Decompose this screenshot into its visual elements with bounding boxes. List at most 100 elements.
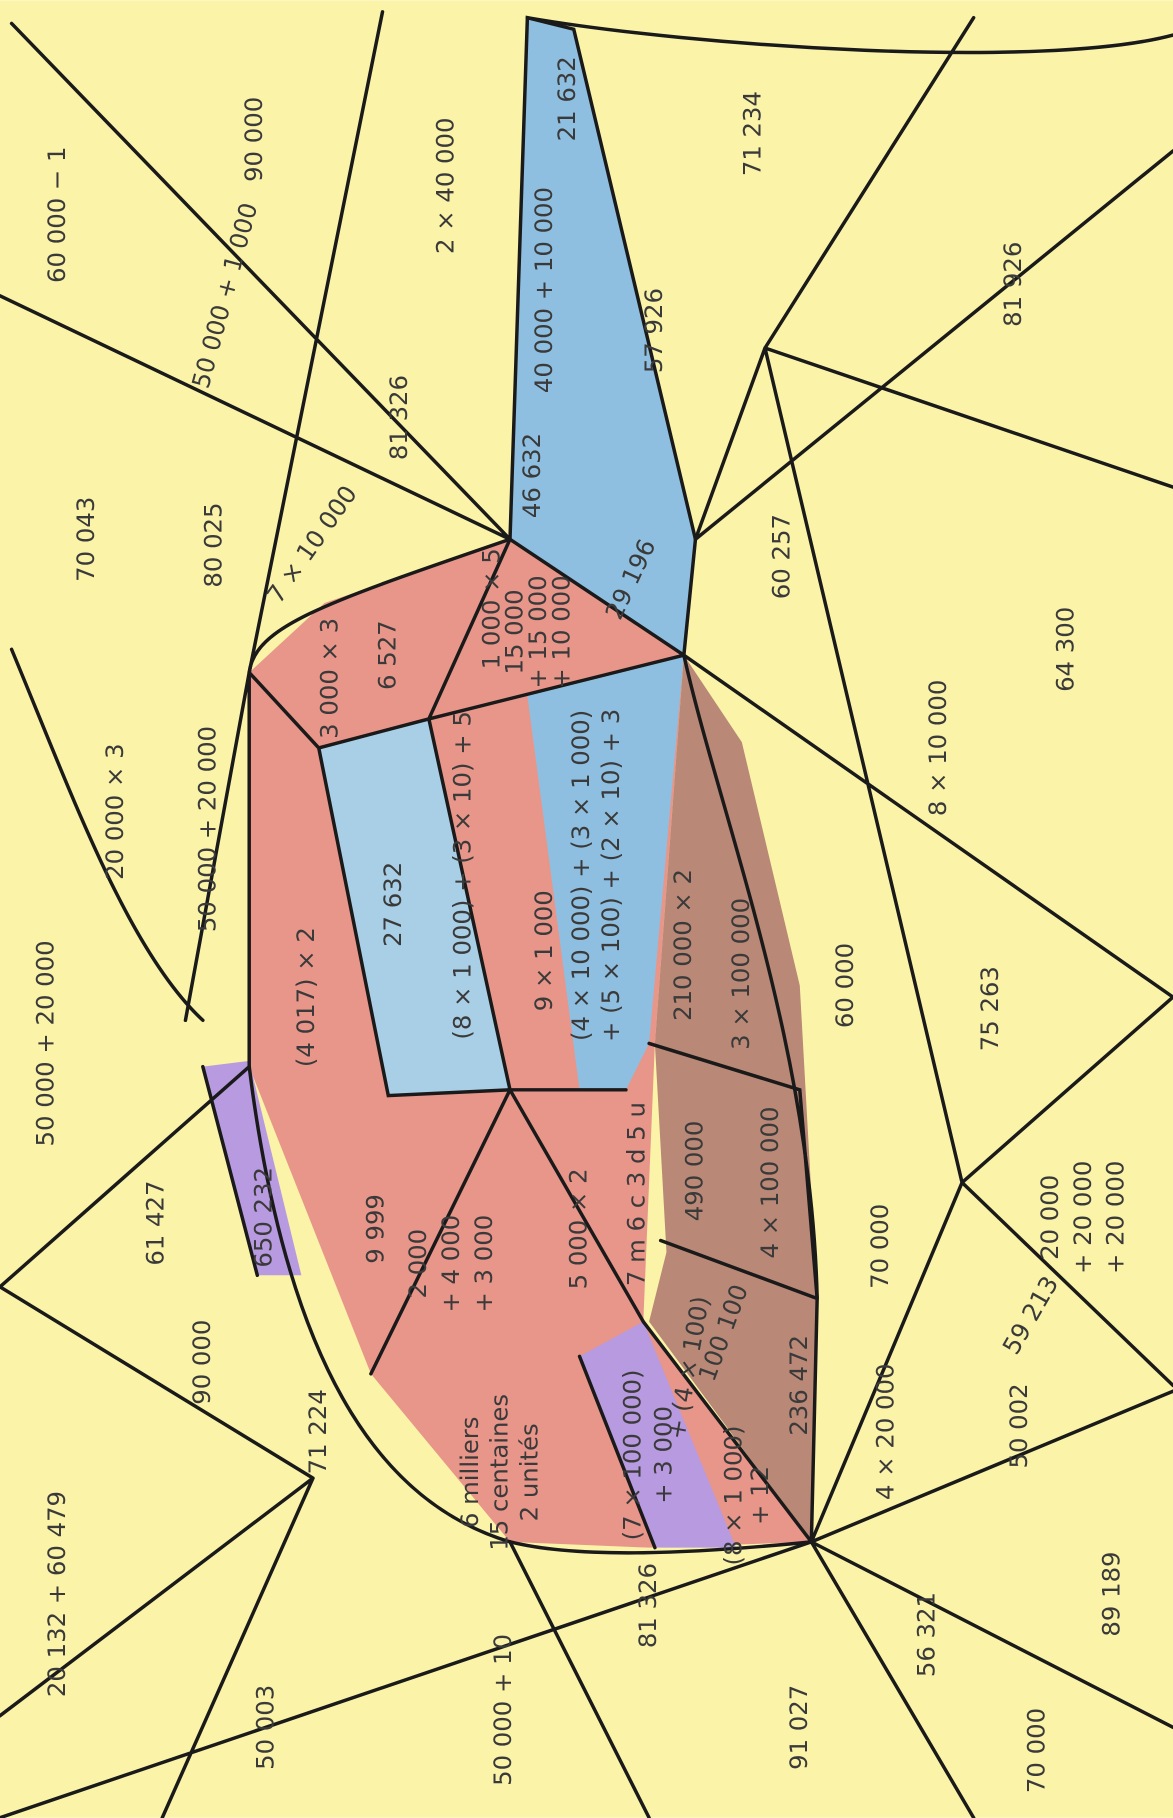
label-line: + 10 000 — [546, 575, 575, 688]
region-label: 50 000 + 20 000 — [30, 940, 59, 1146]
label-line: 70 043 — [71, 497, 100, 582]
label-line: 71 224 — [303, 1389, 332, 1474]
region-label: 71 234 — [737, 91, 766, 176]
region-label: 2 000+ 4 000+ 3 000 — [403, 1215, 498, 1313]
label-line: 60 000 − 1 — [42, 146, 71, 282]
region-label: 210 000 × 2 — [668, 869, 697, 1021]
label-line: 56 321 — [911, 1592, 940, 1677]
label-line: 8 × 10 000 — [923, 680, 952, 816]
label-line: 9 × 1 000 — [529, 890, 558, 1011]
region-label: 3 × 100 000 — [726, 898, 755, 1050]
region-label: 20 132 + 60 479 — [42, 1491, 71, 1697]
label-line: 75 263 — [975, 966, 1004, 1051]
region-label: 50 000 + 20 000 — [193, 726, 222, 932]
region-label: 236 472 — [784, 1335, 813, 1436]
region-label: 20 000+ 20 000+ 20 000 — [1035, 1161, 1130, 1274]
label-line: 5 000 × 2 — [564, 1168, 593, 1289]
label-line: 64 300 — [1050, 607, 1079, 692]
region-label: 61 427 — [140, 1181, 169, 1266]
label-line: + 20 000 — [1068, 1161, 1097, 1274]
label-line: 61 427 — [140, 1181, 169, 1266]
label-line: 50 003 — [251, 1685, 280, 1770]
region-label: 21 632 — [552, 56, 581, 141]
label-line: 70 000 — [1021, 1708, 1050, 1793]
region-label: 8 × 10 000 — [923, 680, 952, 816]
region-label: 71 224 — [303, 1389, 332, 1474]
region-label: 60 000 — [830, 943, 859, 1028]
label-line: 2 × 40 000 — [430, 117, 459, 253]
region-label: 4 × 20 000 — [871, 1364, 900, 1500]
label-line: (8 × 1 000) + (3 × 10) + 5 — [448, 711, 477, 1039]
label-line: + 4 000 — [436, 1215, 465, 1313]
label-line: 80 025 — [198, 502, 227, 587]
label-line: 50 000 + 20 000 — [30, 940, 59, 1146]
label-line: + (5 × 100) + (2 × 10) + 3 — [596, 709, 625, 1042]
label-line: 50 000 + 20 000 — [193, 726, 222, 932]
region-label: 9 × 1 000 — [529, 890, 558, 1011]
region-label: 60 000 − 1 — [42, 146, 71, 282]
region-label: 7 m 6 c 3 d 5 u — [622, 1102, 651, 1286]
label-line: 3 000 × 3 — [314, 618, 343, 739]
label-line: 81 926 — [998, 242, 1027, 327]
label-line: 91 027 — [784, 1685, 813, 1770]
label-line: 650 232 — [248, 1167, 277, 1268]
label-line: 236 472 — [784, 1335, 813, 1436]
region-label: 81 926 — [998, 242, 1027, 327]
label-line: 20 000 × 3 — [100, 743, 129, 879]
region-label: 90 000 — [187, 1320, 216, 1405]
coloring-page: 60 000 − 1 70 043 50 000 + 20 000 20 132 + … — [0, 0, 1173, 1818]
region-label: 15 000+ 15 000+ 10 000 — [500, 575, 576, 688]
region-label: 20 000 × 3 — [100, 743, 129, 879]
region-label: 80 025 — [198, 502, 227, 587]
label-line: 70 000 — [865, 1204, 894, 1289]
label-line: 21 632 — [552, 56, 581, 141]
region-label: 70 043 — [71, 497, 100, 582]
region-label: 3 000 × 3 — [314, 618, 343, 739]
region-label: 6 527 — [372, 620, 401, 690]
region-label: (4 017) × 2 — [291, 927, 320, 1067]
region-label: 5 000 × 2 — [564, 1168, 593, 1289]
label-line: 81 326 — [633, 1563, 662, 1648]
region-label: 50 000 + 10 — [488, 1634, 517, 1786]
label-line: 2 000 — [403, 1229, 432, 1299]
region-label: 4 × 100 000 — [755, 1107, 784, 1259]
region-label: 46 632 — [517, 433, 546, 518]
label-line: 50 002 — [1004, 1383, 1033, 1468]
label-line: 27 632 — [378, 862, 407, 947]
label-line: 210 000 × 2 — [668, 869, 697, 1021]
region-label: 56 321 — [911, 1592, 940, 1677]
region-label: 2 × 40 000 — [430, 117, 459, 253]
region-label: 50 002 — [1004, 1383, 1033, 1468]
label-line: 4 × 20 000 — [871, 1364, 900, 1500]
label-line: 81 326 — [384, 375, 413, 460]
label-line: + 3 000 — [469, 1215, 498, 1313]
region-label: (4 × 10 000) + (3 × 1 000)+ (5 × 100) + … — [566, 709, 625, 1042]
label-line: 2 unités — [514, 1423, 543, 1521]
label-line: 7 m 6 c 3 d 5 u — [622, 1102, 651, 1286]
label-line: 60 257 — [766, 514, 795, 599]
region-label: 490 000 — [679, 1121, 708, 1222]
label-line: 60 000 — [830, 943, 859, 1028]
label-line: (4 × 10 000) + (3 × 1 000) — [566, 710, 595, 1041]
region-label: 90 000 — [239, 97, 268, 182]
label-line: (4 017) × 2 — [291, 927, 320, 1067]
region-label: 70 000 — [1021, 1708, 1050, 1793]
label-line: 90 000 — [239, 97, 268, 182]
label-line: 71 234 — [737, 91, 766, 176]
region-label: 57 926 — [639, 288, 668, 373]
label-line: 6 527 — [372, 620, 401, 690]
region-label: 50 003 — [251, 1685, 280, 1770]
region-label: 89 189 — [1097, 1551, 1126, 1636]
label-line: (8 × 1 000) — [718, 1426, 747, 1566]
label-line: 20 000 — [1035, 1175, 1064, 1260]
region-label: 81 326 — [633, 1563, 662, 1648]
label-line: (7 × 100 000) — [617, 1369, 646, 1540]
label-line: 3 × 100 000 — [726, 898, 755, 1050]
label-line: 46 632 — [517, 433, 546, 518]
label-line: 4 × 100 000 — [755, 1107, 784, 1259]
region-label: 81 326 — [384, 375, 413, 460]
label-line: 20 132 + 60 479 — [42, 1491, 71, 1697]
region-label: 9 999 — [361, 1194, 390, 1264]
region-label: (8 × 1 000) + (3 × 10) + 5 — [448, 711, 477, 1039]
label-line: 90 000 — [187, 1320, 216, 1405]
